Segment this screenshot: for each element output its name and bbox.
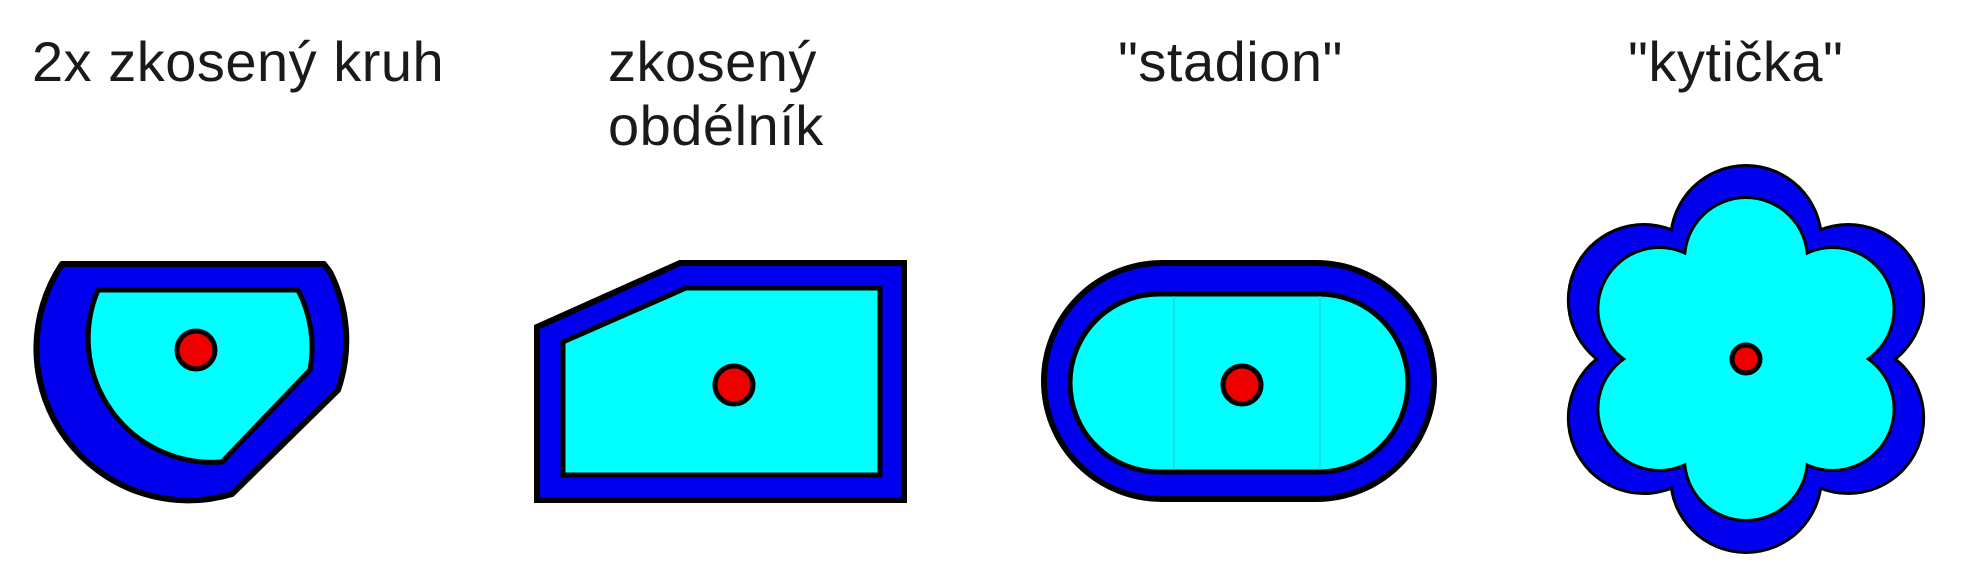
label-beveled-rectangle: zkosený obdélník: [608, 30, 824, 158]
label-beveled-circle: 2x zkosený kruh: [32, 30, 445, 93]
flower-inner-fill: [1596, 196, 1896, 522]
label-flower: "kytička": [1628, 30, 1844, 93]
shape-stadium: [1041, 260, 1437, 502]
label-beveled-rectangle-line-1: zkosený: [608, 30, 817, 93]
stadium-center-dot: [1220, 363, 1264, 407]
label-beveled-rectangle-line-2: obdélník: [608, 94, 824, 157]
beveled-rectangle-center-dot: [712, 363, 756, 407]
beveled-circle-inner-fill: [85, 287, 315, 465]
beveled-circle-center-dot: [174, 328, 218, 372]
flower-center-dot: [1729, 342, 1763, 376]
label-stadium: "stadion": [1118, 30, 1343, 93]
shape-beveled-circle: [33, 261, 350, 504]
shape-beveled-rectangle: [534, 260, 907, 503]
shape-flower: [1566, 164, 1926, 554]
